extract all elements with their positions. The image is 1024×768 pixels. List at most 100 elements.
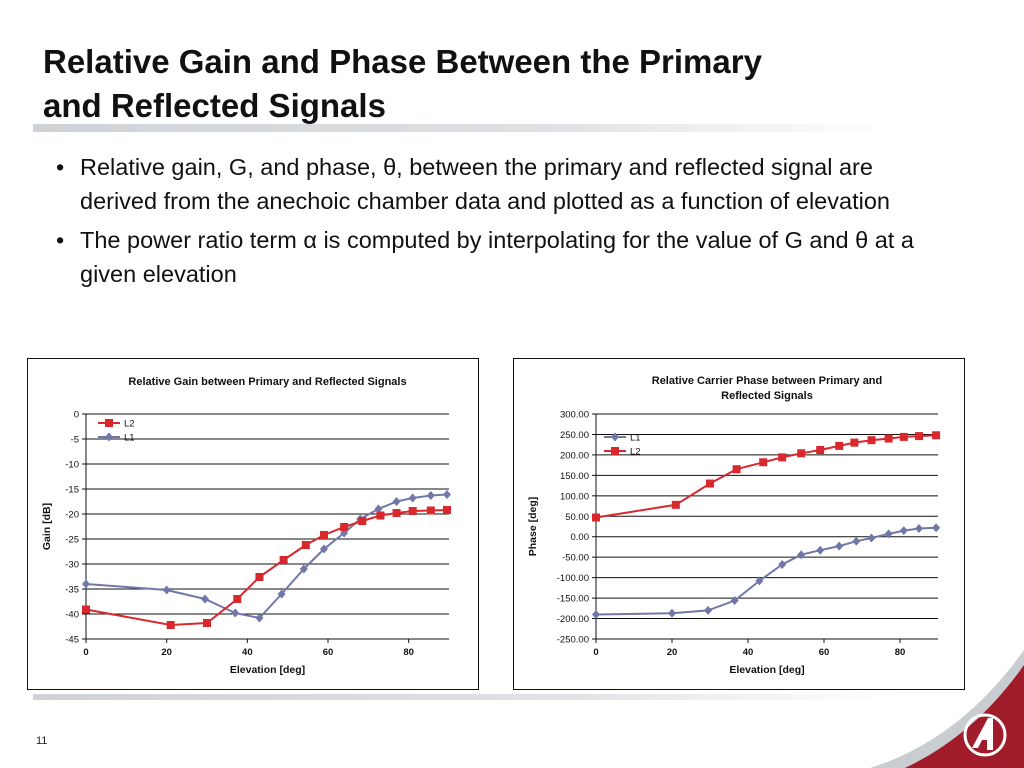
data-point-l1: [816, 545, 825, 555]
legend-label-l2: L2: [124, 419, 135, 430]
chart-title: Relative Carrier Phase between Primary a…: [652, 375, 883, 387]
data-point-l2: [392, 509, 401, 517]
data-point-l1: [899, 526, 908, 536]
legend-marker-l1: [105, 432, 113, 442]
y-tick-label: -100.00: [557, 573, 589, 584]
data-point-l1: [408, 493, 417, 503]
y-tick-label: 0.00: [571, 532, 590, 543]
data-point-l1: [255, 613, 264, 623]
legend-marker-l1: [611, 432, 619, 442]
data-point-l1: [884, 529, 893, 539]
data-point-l2: [915, 432, 923, 441]
y-tick-label: -45: [65, 635, 79, 646]
data-point-l1: [730, 596, 739, 606]
y-tick-label: -200.00: [557, 614, 589, 625]
data-point-l1: [915, 524, 923, 534]
data-point-l1: [797, 550, 806, 560]
y-tick-label: -25: [65, 535, 79, 546]
data-point-l2: [671, 500, 680, 509]
x-tick-label: 20: [161, 647, 172, 658]
bullet-item: The power ratio term α is computed by in…: [56, 223, 956, 291]
data-point-l1: [162, 585, 171, 595]
data-point-l2: [82, 605, 90, 614]
data-point-l2: [408, 507, 417, 515]
data-point-l2: [358, 517, 367, 525]
title-line-2: and Reflected Signals: [43, 87, 386, 124]
y-tick-label: 300.00: [560, 410, 589, 421]
slide-title: Relative Gain and Phase Between the Prim…: [43, 40, 943, 128]
data-point-l2: [797, 449, 806, 458]
gain-chart: Relative Gain between Primary and Reflec…: [41, 376, 451, 676]
y-axis-label: Gain [dB]: [41, 503, 53, 550]
data-point-l1: [392, 497, 401, 506]
y-tick-label: -150.00: [557, 594, 589, 605]
data-point-l2: [706, 479, 714, 488]
data-point-l2: [279, 556, 288, 564]
data-point-l2: [899, 432, 908, 441]
y-tick-label: -20: [65, 510, 79, 521]
legend-marker-l2: [611, 447, 619, 455]
y-tick-label: -50.00: [562, 553, 589, 564]
legend-label-l1: L1: [124, 433, 135, 444]
data-point-l2: [203, 619, 211, 627]
y-axis-label: Phase [deg]: [527, 497, 539, 557]
data-point-l2: [319, 531, 328, 539]
data-point-l1: [932, 523, 941, 533]
data-point-l2: [732, 465, 741, 474]
data-point-l1: [319, 544, 328, 554]
y-tick-label: -15: [65, 485, 79, 496]
y-tick-label: 150.00: [560, 471, 589, 482]
x-tick-label: 40: [743, 647, 754, 658]
data-point-l2: [426, 506, 435, 515]
y-tick-label: -35: [65, 585, 79, 596]
data-point-l1: [82, 579, 90, 589]
y-tick-label: 250.00: [560, 430, 589, 441]
data-point-l1: [374, 504, 383, 514]
title-line-1: Relative Gain and Phase Between the Prim…: [43, 43, 762, 80]
data-point-l2: [301, 541, 310, 549]
data-point-l2: [340, 523, 349, 531]
data-point-l2: [932, 431, 941, 440]
data-point-l1: [299, 564, 308, 574]
data-point-l1: [867, 533, 876, 543]
x-tick-label: 60: [819, 647, 830, 658]
y-tick-label: -5: [71, 435, 79, 446]
y-tick-label: -40: [65, 610, 79, 621]
chart-title: Relative Gain between Primary and Reflec…: [128, 376, 406, 388]
footer-divider: [33, 694, 893, 700]
bullet-list: Relative gain, G, and phase, θ, between …: [56, 150, 956, 296]
corner-swoosh-red: [905, 665, 1024, 768]
gain-chart-panel: Relative Gain between Primary and Reflec…: [27, 358, 479, 690]
x-tick-label: 80: [895, 647, 906, 658]
data-point-l2: [255, 573, 264, 581]
x-tick-label: 0: [593, 647, 598, 658]
bullet-item: Relative gain, G, and phase, θ, between …: [56, 150, 956, 218]
data-point-l2: [233, 595, 242, 603]
logo-letter-a: [972, 718, 993, 750]
x-axis-label: Elevation [deg]: [230, 664, 305, 676]
data-point-l2: [442, 506, 451, 514]
data-point-l1: [277, 589, 286, 599]
x-tick-label: 60: [323, 647, 334, 658]
y-tick-label: 50.00: [565, 512, 589, 523]
data-point-l1: [852, 536, 861, 546]
page-number: 11: [36, 735, 48, 747]
data-point-l1: [231, 608, 240, 618]
data-point-l2: [376, 511, 385, 520]
y-tick-label: 100.00: [560, 491, 589, 502]
data-point-l2: [835, 441, 844, 450]
y-tick-label: 200.00: [560, 450, 589, 461]
x-tick-label: 20: [667, 647, 678, 658]
data-point-l2: [867, 436, 876, 445]
x-tick-label: 0: [83, 647, 88, 658]
data-point-l2: [759, 458, 768, 467]
legend-label-l1: L1: [630, 433, 641, 444]
chart-title: Reflected Signals: [721, 390, 813, 402]
x-tick-label: 80: [403, 647, 414, 658]
data-point-l1: [755, 576, 764, 586]
data-point-l2: [850, 438, 859, 447]
data-point-l1: [200, 594, 209, 604]
y-tick-label: -250.00: [557, 635, 589, 646]
phase-chart: Relative Carrier Phase between Primary a…: [527, 375, 941, 676]
data-point-l2: [778, 453, 787, 462]
